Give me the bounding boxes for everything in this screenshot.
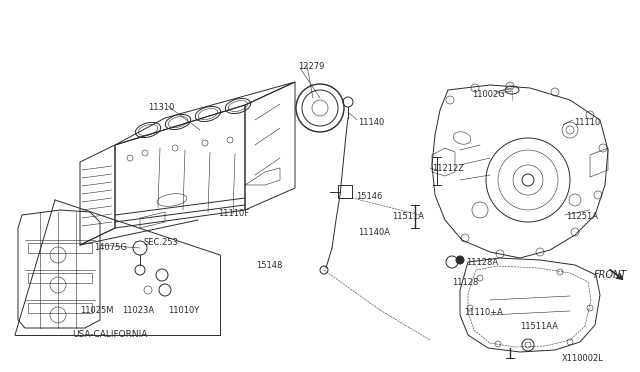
Text: 11110+A: 11110+A [464, 308, 503, 317]
Text: 15148: 15148 [256, 261, 282, 270]
Text: 11140A: 11140A [358, 228, 390, 237]
Text: 11002G: 11002G [472, 90, 505, 99]
Text: 11212Z: 11212Z [432, 164, 464, 173]
Text: USA-CALIFORNIA: USA-CALIFORNIA [72, 330, 147, 339]
Text: 14075G: 14075G [94, 243, 127, 252]
Text: FRONT: FRONT [594, 270, 627, 280]
Text: 11310: 11310 [148, 103, 174, 112]
Text: 11110F: 11110F [218, 209, 249, 218]
Text: 11140: 11140 [358, 118, 384, 127]
Text: 11251A: 11251A [566, 212, 598, 221]
Text: 11511AA: 11511AA [520, 322, 558, 331]
Text: 11511A: 11511A [392, 212, 424, 221]
Circle shape [456, 256, 464, 264]
Text: SEC.253: SEC.253 [144, 238, 179, 247]
Text: 15146: 15146 [356, 192, 382, 201]
Text: 11023A: 11023A [122, 306, 154, 315]
Text: 11128: 11128 [452, 278, 478, 287]
Text: 11128A: 11128A [466, 258, 498, 267]
Text: 11010Y: 11010Y [168, 306, 199, 315]
Text: 11110: 11110 [574, 118, 600, 127]
Text: 11025M: 11025M [80, 306, 113, 315]
Text: X110002L: X110002L [562, 354, 604, 363]
Text: 12279: 12279 [298, 62, 324, 71]
